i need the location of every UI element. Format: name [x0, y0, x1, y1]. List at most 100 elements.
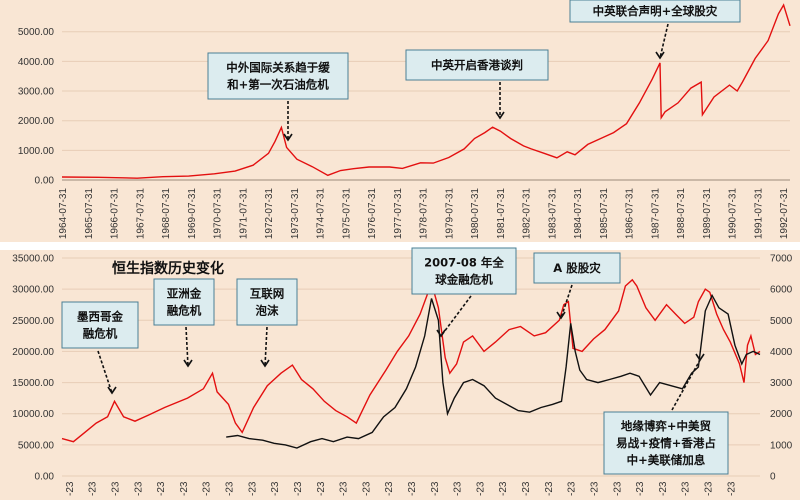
- annotation-joint-declaration: 中英联合声明+全球股灾: [569, 0, 741, 60]
- annotation-arrow: [671, 359, 701, 411]
- annotation-arrowhead: [556, 311, 566, 320]
- top-y-tick-label: 0.00: [35, 176, 55, 187]
- top-y-tick-label: 3000.00: [18, 87, 55, 98]
- top-gridlines: [62, 31, 790, 181]
- annotation-label: 泡沫: [256, 304, 279, 318]
- bottom-x-tick-label: -23: [110, 481, 121, 496]
- bottom-x-tick-label: -23: [316, 481, 327, 496]
- annotation-arrow: [185, 326, 189, 367]
- annotation-arrowhead: [436, 329, 446, 338]
- top-x-tick-label: 1972-07-31: [264, 188, 275, 240]
- bottom-x-tick-label: -23: [498, 481, 509, 496]
- top-x-tick-label: 1988-07-31: [676, 188, 687, 240]
- bottom-x-tick-label: -23: [361, 481, 372, 496]
- annotation-label: 球金融危机: [435, 273, 493, 287]
- bottom-right-y-tick-label: 6000: [770, 285, 793, 296]
- bottom-x-tick-label: -23: [521, 481, 532, 496]
- bottom-x-tick-label: -23: [430, 481, 441, 496]
- annotation-arrowhead: [183, 359, 193, 368]
- top-x-tick-label: 1965-07-31: [84, 188, 95, 240]
- annotation-arrowhead: [107, 386, 117, 395]
- top-x-tick-label: 1990-07-31: [728, 188, 739, 240]
- top-x-tick-label: 1986-07-31: [625, 188, 636, 240]
- bottom-right-y-tick-label: 0: [770, 472, 776, 483]
- annotation-label: 和+第一次石油危机: [227, 78, 329, 92]
- bottom-x-tick-label: -23: [133, 481, 144, 496]
- bottom-x-tick-label: -23: [635, 481, 646, 496]
- top-y-tick-label: 5000.00: [18, 27, 55, 38]
- top-x-axis: 1964-07-31 1965-07-31 1966-07-31 1967-07-31…: [58, 188, 790, 240]
- annotation-box: [603, 411, 729, 475]
- annotation-label: 中英开启香港谈判: [431, 58, 523, 72]
- annotation-box: [411, 247, 517, 295]
- bottom-x-tick-label: -23: [681, 481, 692, 496]
- bottom-x-tick-label: -23: [202, 481, 213, 496]
- annotation-box: [236, 278, 298, 326]
- annotation-label: 中+美联储加息: [627, 453, 706, 467]
- top-x-tick-label: 1989-07-31: [702, 188, 713, 240]
- bottom-left-y-tick-label: 10000.00: [12, 409, 54, 420]
- annotation-label: 易战+疫情+香港占: [616, 436, 716, 450]
- top-x-tick-label: 1964-07-31: [58, 188, 69, 240]
- top-x-tick-label: 1968-07-31: [161, 188, 172, 240]
- bottom-left-y-tick-label: 5000.00: [18, 440, 55, 451]
- top-x-tick-label: 1980-07-31: [470, 188, 481, 240]
- bottom-x-tick-label: -23: [658, 481, 669, 496]
- bottom-right-y-tick-label: 1000: [770, 440, 793, 451]
- annotation-box: [153, 278, 215, 326]
- bottom-left-y-tick-label: 15000.00: [12, 378, 54, 389]
- annotation-label: 亚洲金: [167, 287, 202, 301]
- annotation-label: A 股股灾: [553, 261, 601, 275]
- top-x-tick-label: 1971-07-31: [238, 188, 249, 240]
- bottom-x-tick-label: -23: [544, 481, 555, 496]
- top-y-tick-label: 2000.00: [18, 116, 55, 127]
- annotation-arrow: [264, 326, 268, 367]
- top-x-tick-label: 1992-07-31: [779, 188, 790, 240]
- bottom-x-tick-label: -23: [589, 481, 600, 496]
- bottom-red-series-line: [61, 278, 761, 443]
- bottom-x-tick-label: -23: [179, 481, 190, 496]
- bottom-left-y-tick-label: 0.00: [35, 472, 55, 483]
- bottom-x-tick-label: -23: [475, 481, 486, 496]
- bottom-right-y-tick-label: 4000: [770, 347, 793, 358]
- top-series-layer: [61, 3, 791, 179]
- bottom-x-tick-label: -23: [567, 481, 578, 496]
- top-x-tick-label: 1976-07-31: [367, 188, 378, 240]
- bottom-x-axis: -23 -23 -23 -23 -23 -23 -23 -23 -23 -23 -23 -23 -23-…: [65, 481, 738, 496]
- top-x-tick-label: 1975-07-31: [341, 188, 352, 240]
- bottom-x-tick-label: -23: [704, 481, 715, 496]
- annotation-arrow: [659, 23, 669, 59]
- annotation-label: 墨西哥金: [77, 310, 123, 324]
- bottom-y-axis-left: 0.00 5000.00 10000.00 15000.00 20000.00 25000…: [12, 254, 54, 483]
- bottom-left-y-tick-label: 35000.00: [12, 254, 54, 265]
- bottom-x-tick-label: -23: [270, 481, 281, 496]
- top-y-tick-label: 1000.00: [18, 146, 55, 157]
- annotation-label: 地缘博弈+中美贸: [621, 419, 712, 433]
- top-x-tick-label: 1981-07-31: [496, 188, 507, 240]
- annotation-label: 融危机: [167, 304, 202, 318]
- bottom-x-tick-label: -23: [293, 481, 304, 496]
- annotation-box: [405, 49, 549, 81]
- bottom-x-tick-label: -23: [407, 481, 418, 496]
- top-x-tick-label: 1966-07-31: [110, 188, 121, 240]
- bottom-x-tick-label: -23: [88, 481, 99, 496]
- bottom-x-tick-label: -23: [225, 481, 236, 496]
- bottom-right-y-tick-label: 2000: [770, 409, 793, 420]
- annotation-arrowhead: [260, 359, 270, 368]
- annotation-box: [569, 0, 741, 23]
- annotation-label: 融危机: [83, 327, 118, 341]
- annotation-box: [533, 252, 621, 284]
- top-x-tick-label: 1970-07-31: [213, 188, 224, 240]
- bottom-left-y-tick-label: 30000.00: [12, 285, 54, 296]
- bottom-x-tick-label: -23: [453, 481, 464, 496]
- top-x-tick-label: 1991-07-31: [753, 188, 764, 240]
- annotation-box: [207, 52, 349, 100]
- bottom-left-y-tick-label: 20000.00: [12, 347, 54, 358]
- top-series-line: [61, 3, 791, 179]
- top-x-tick-label: 1987-07-31: [650, 188, 661, 240]
- annotation-arrow: [560, 284, 573, 319]
